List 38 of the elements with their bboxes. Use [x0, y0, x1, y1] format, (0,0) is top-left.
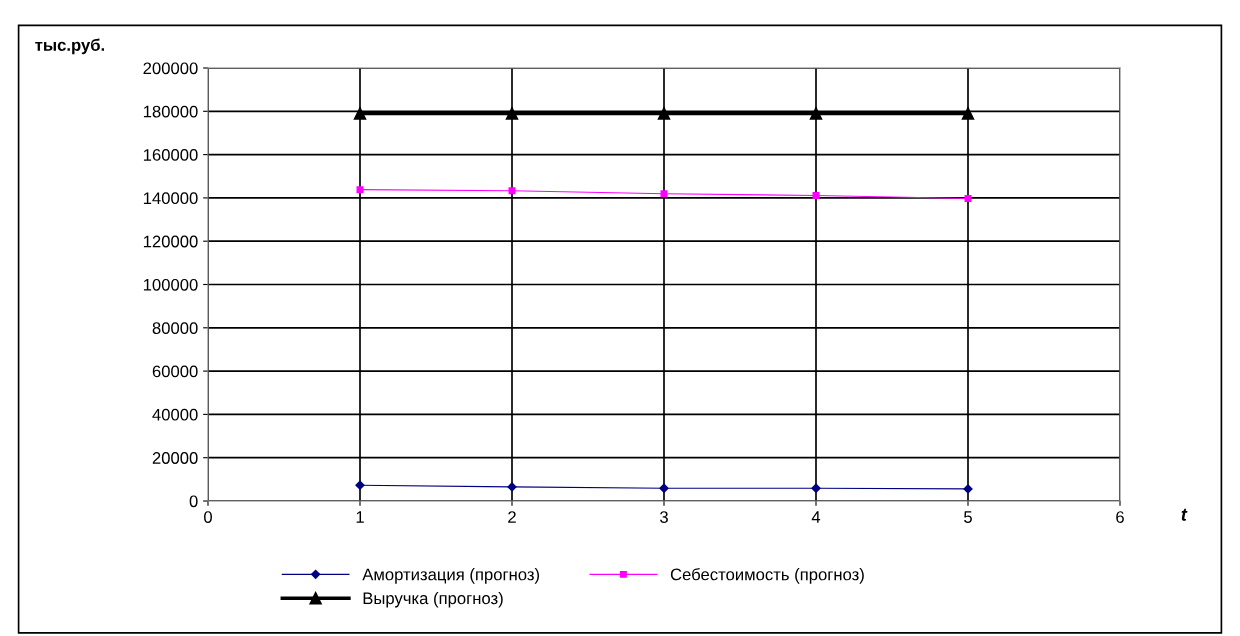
- point: [963, 484, 973, 494]
- point: [811, 483, 821, 493]
- y-tick-label: 120000: [143, 235, 198, 248]
- x-tick-label: 5: [964, 511, 972, 523]
- y-tick-label: 40000: [152, 408, 198, 421]
- legend-label: Выручка (прогноз): [363, 591, 503, 608]
- point: [659, 483, 669, 493]
- y-tick-label: 60000: [152, 365, 198, 378]
- y-axis-title: тыс.руб.: [35, 38, 105, 55]
- y-tick-label: 0: [189, 495, 198, 508]
- legend-label: Себестоимость (прогноз): [670, 567, 864, 584]
- x-tick-label: 6: [1116, 511, 1124, 523]
- point: [356, 186, 364, 194]
- x-axis-title: t: [1181, 508, 1188, 521]
- y-tick-label: 140000: [143, 192, 198, 205]
- y-tick-label: 200000: [143, 62, 198, 75]
- y-tick-label: 160000: [143, 149, 198, 161]
- point: [353, 107, 367, 120]
- point: [657, 107, 671, 120]
- y-tick-label: 180000: [143, 105, 198, 118]
- point: [507, 482, 517, 492]
- x-tick-label: 0: [204, 511, 212, 523]
- point: [505, 107, 519, 120]
- legend-label: Амортизация (прогноз): [362, 568, 540, 584]
- point: [964, 195, 972, 203]
- point: [660, 190, 668, 198]
- y-tick-label: 20000: [152, 452, 198, 464]
- point: [355, 480, 365, 490]
- x-tick-label: 3: [660, 511, 668, 523]
- y-tick-label: 80000: [152, 322, 198, 334]
- point: [812, 192, 820, 199]
- point: [809, 107, 823, 120]
- point: [508, 187, 516, 195]
- x-tick-label: 4: [811, 511, 821, 523]
- point: [961, 107, 975, 120]
- x-tick-label: 1: [356, 511, 364, 523]
- y-tick-label: 100000: [143, 278, 198, 291]
- x-tick-label: 2: [508, 511, 516, 523]
